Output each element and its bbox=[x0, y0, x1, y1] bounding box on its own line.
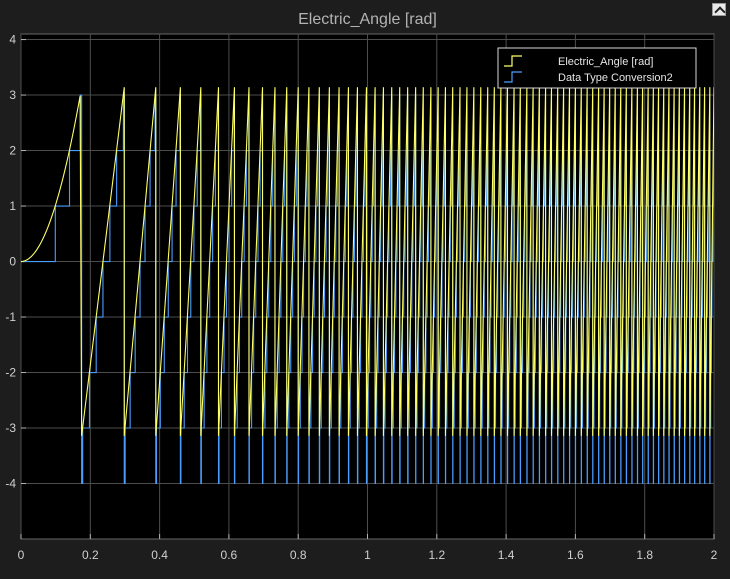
x-tick-label: 2 bbox=[711, 548, 718, 562]
x-tick-label: 1.4 bbox=[498, 548, 515, 562]
x-tick-label: 0.8 bbox=[290, 548, 307, 562]
series-line-electric-angle bbox=[21, 87, 714, 436]
chart-title: Electric_Angle [rad] bbox=[298, 11, 437, 28]
y-tick-label: 3 bbox=[9, 88, 16, 102]
y-tick-label: 4 bbox=[9, 33, 16, 47]
series-layer bbox=[21, 87, 714, 485]
legend-label: Electric_Angle [rad] bbox=[558, 56, 653, 68]
y-tick-label: -4 bbox=[5, 477, 16, 491]
x-tick-label: 1.8 bbox=[636, 548, 653, 562]
legend[interactable]: Electric_Angle [rad] Data Type Conversion… bbox=[497, 47, 697, 89]
y-tick-label: 0 bbox=[9, 255, 16, 269]
legend-swatch bbox=[504, 71, 522, 83]
x-tick-label: 1.6 bbox=[567, 548, 584, 562]
y-tick-label: 1 bbox=[9, 199, 16, 213]
x-tick-label: 0.2 bbox=[82, 548, 99, 562]
y-axis-ticks: -4 -3 -2 -1 0 1 2 3 4 bbox=[5, 33, 26, 491]
y-tick-label: 2 bbox=[9, 144, 16, 158]
x-tick-label: 1.2 bbox=[428, 548, 445, 562]
x-axis-ticks: 0 0.2 0.4 0.6 0.8 1 1.2 1.4 1.6 1.8 2 bbox=[18, 534, 718, 562]
x-tick-label: 0.4 bbox=[151, 548, 168, 562]
x-tick-label: 1 bbox=[364, 548, 371, 562]
undock-arrow-icon[interactable] bbox=[712, 3, 726, 16]
legend-box bbox=[497, 47, 697, 89]
y-tick-label: -1 bbox=[5, 310, 16, 324]
legend-label: Data Type Conversion2 bbox=[558, 72, 673, 84]
x-tick-label: 0 bbox=[18, 548, 25, 562]
x-tick-label: 0.6 bbox=[221, 548, 238, 562]
legend-swatch bbox=[504, 55, 522, 67]
y-tick-label: -2 bbox=[5, 366, 16, 380]
y-tick-label: -3 bbox=[5, 421, 16, 435]
